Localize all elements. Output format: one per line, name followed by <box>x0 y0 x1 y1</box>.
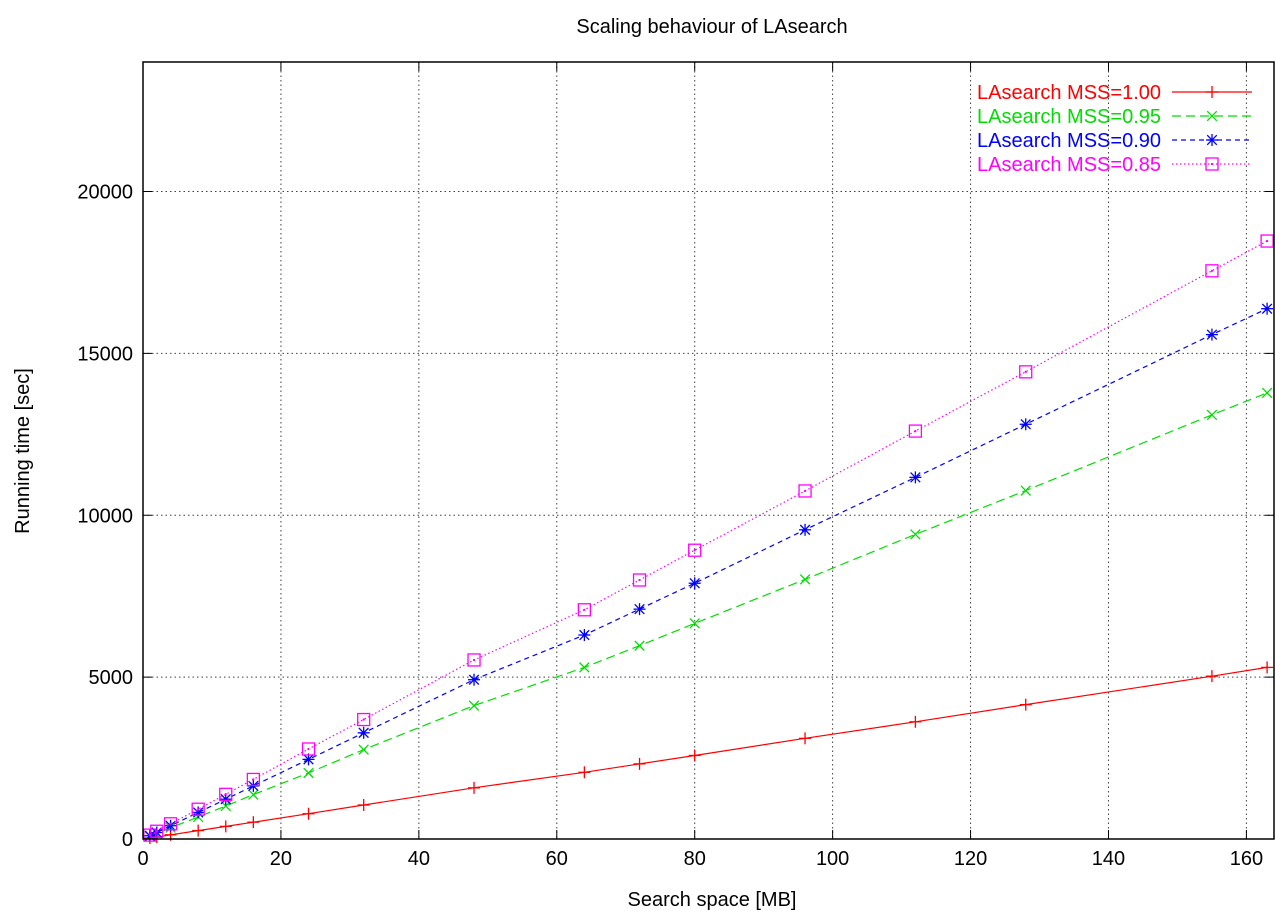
data-point <box>1205 264 1219 278</box>
data-point <box>909 471 922 484</box>
data-point <box>798 484 812 498</box>
data-point <box>164 819 177 832</box>
y-tick-label: 0 <box>122 829 133 851</box>
data-point <box>1205 670 1218 683</box>
data-point <box>248 789 259 800</box>
data-point <box>634 640 645 651</box>
data-point <box>246 772 260 787</box>
data-point <box>689 618 700 629</box>
grid <box>143 62 1274 839</box>
series-4 <box>143 234 1274 842</box>
legend-label: LAsearch MSS=0.95 <box>977 106 1161 128</box>
legend-item: LAsearch MSS=0.90 <box>977 130 1252 152</box>
data-point <box>579 662 590 673</box>
data-point <box>1261 302 1274 315</box>
y-axis-label: Running time [sec] <box>12 368 34 534</box>
data-point <box>467 653 481 667</box>
data-point <box>302 807 315 820</box>
x-tick-label: 120 <box>954 848 987 870</box>
y-tick-label: 20000 <box>77 182 133 204</box>
data-point <box>910 529 921 540</box>
legend-item: LAsearch MSS=0.85 <box>977 154 1252 176</box>
data-point <box>1260 234 1274 248</box>
legend-item: LAsearch MSS=0.95 <box>977 106 1252 128</box>
x-tick-label: 0 <box>137 848 148 870</box>
x-tick-label: 80 <box>684 848 706 870</box>
data-point <box>799 523 812 536</box>
chart-title: Scaling behaviour of LAsearch <box>576 16 847 38</box>
data-point <box>301 742 316 756</box>
series-line <box>149 308 1268 837</box>
data-point <box>468 781 481 794</box>
data-point <box>357 799 370 812</box>
data-point <box>191 802 205 816</box>
data-point <box>1261 387 1273 399</box>
data-point <box>302 753 315 766</box>
legend-marker <box>1206 86 1218 98</box>
x-tick-label: 40 <box>408 848 430 870</box>
data-point <box>468 673 481 686</box>
data-point <box>908 424 923 438</box>
x-axis-label: Search space [MB] <box>628 889 797 911</box>
data-point <box>799 574 811 585</box>
data-point <box>247 816 260 829</box>
data-point <box>163 817 178 831</box>
legend-marker <box>1206 110 1218 122</box>
data-point <box>143 828 157 842</box>
legend-label: LAsearch MSS=0.90 <box>977 130 1161 152</box>
legend-marker <box>1205 157 1219 171</box>
data-point <box>468 700 480 711</box>
series-3 <box>143 302 1274 842</box>
data-point <box>150 824 164 838</box>
data-point <box>1206 409 1218 421</box>
data-point <box>192 824 205 837</box>
data-point <box>1261 661 1274 674</box>
x-tick-label: 140 <box>1092 848 1125 870</box>
data-point <box>358 744 369 755</box>
x-tick-label: 100 <box>816 848 849 870</box>
data-point <box>909 715 922 728</box>
data-point <box>219 787 233 801</box>
y-tick-label: 15000 <box>77 343 133 365</box>
data-point <box>303 767 314 779</box>
data-point <box>688 543 702 557</box>
data-point <box>688 577 701 590</box>
data-point <box>799 732 812 745</box>
legend-label: LAsearch MSS=0.85 <box>977 154 1161 176</box>
x-tick-label: 60 <box>546 848 568 870</box>
series-layer <box>143 234 1274 845</box>
series-line <box>149 392 1268 837</box>
plot-area-frame <box>142 61 1275 840</box>
data-point <box>1019 365 1033 379</box>
x-tick-label: 20 <box>270 848 292 870</box>
axis-ticks: 0 20 40 60 80 100 120 140 160 0 5000 10000 15000 2000… <box>77 62 1274 870</box>
legend-label: LAsearch MSS=1.00 <box>977 82 1161 104</box>
y-tick-label: 10000 <box>77 505 133 527</box>
data-point <box>577 603 592 617</box>
data-point <box>1019 418 1032 431</box>
data-point <box>1020 485 1031 496</box>
data-point <box>633 757 646 770</box>
data-point <box>357 726 370 739</box>
x-tick-label: 160 <box>1230 848 1263 870</box>
data-point <box>688 749 701 762</box>
data-point <box>578 629 591 642</box>
data-point <box>633 603 646 616</box>
data-point <box>219 820 232 833</box>
data-point <box>1205 328 1218 341</box>
data-point <box>1019 698 1032 711</box>
data-point <box>357 712 371 727</box>
data-point <box>632 573 647 587</box>
data-point <box>578 766 591 779</box>
y-tick-label: 5000 <box>89 667 134 689</box>
legend-marker <box>1206 134 1218 146</box>
legend-item: LAsearch MSS=1.00 <box>977 82 1252 104</box>
